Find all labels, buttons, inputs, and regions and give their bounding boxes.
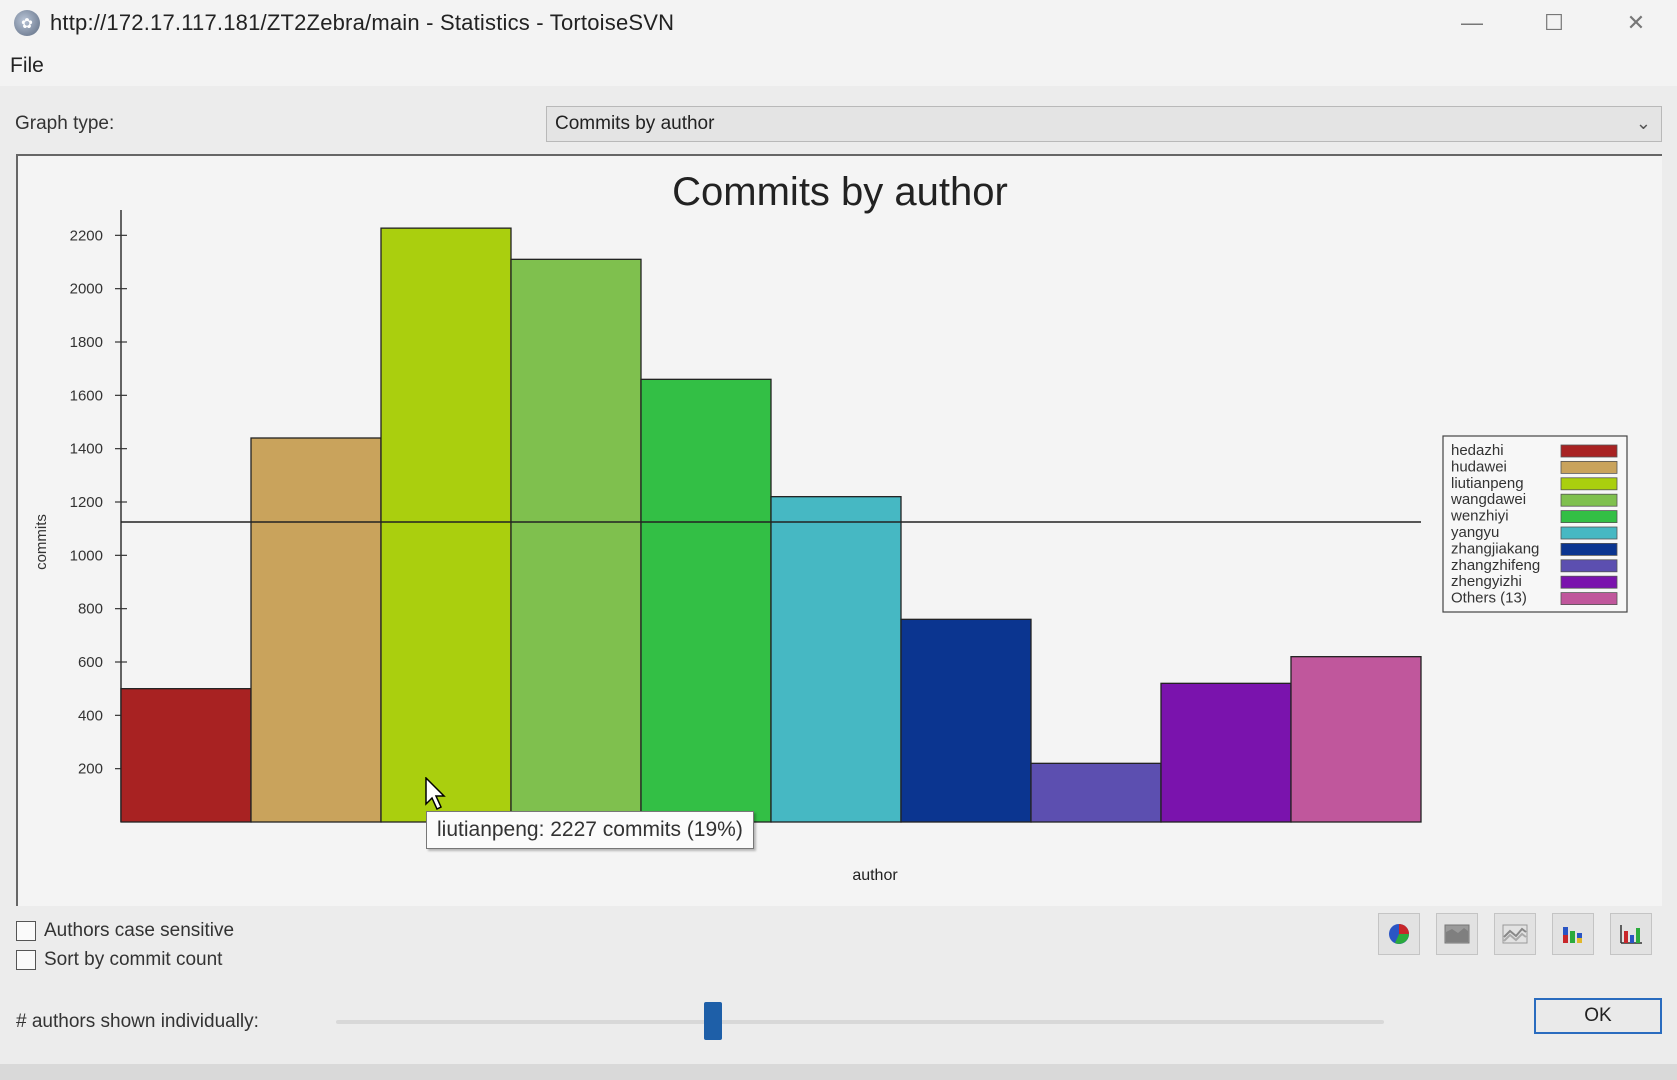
legend-label: zhangjiakang — [1451, 540, 1539, 557]
y-tick-label: 2200 — [70, 227, 103, 244]
y-tick-label: 1800 — [70, 334, 103, 351]
menu-bar: File — [0, 46, 1677, 86]
legend-label: Others (13) — [1451, 590, 1527, 607]
title-bar: ✿ http://172.17.117.181/ZT2Zebra/main - … — [0, 0, 1677, 46]
bar-wenzhiyi — [640, 378, 772, 823]
y-tick-label: 1000 — [70, 547, 103, 564]
legend-swatch — [1560, 592, 1618, 606]
stacked-bar-button[interactable] — [1552, 913, 1594, 955]
legend-swatch — [1560, 477, 1618, 491]
y-tick-label: 400 — [78, 707, 103, 724]
authors-shown-slider-thumb[interactable] — [704, 1002, 723, 1040]
line-chart-icon — [1502, 924, 1528, 944]
area-chart-icon — [1444, 924, 1470, 944]
legend-label: zhangzhifeng — [1451, 557, 1540, 574]
sort-by-commit-count-checkbox[interactable] — [16, 950, 36, 970]
sort-by-commit-count-option[interactable]: Sort by commit count — [16, 949, 222, 971]
window-controls: — ☐ ✕ — [1431, 0, 1677, 46]
authors-shown-label: # authors shown individually: — [16, 1011, 259, 1032]
ok-button[interactable]: OK — [1534, 998, 1662, 1034]
chart-type-buttons — [1378, 913, 1652, 955]
legend-label: wenzhiyi — [1450, 508, 1509, 525]
legend-swatch — [1560, 510, 1618, 524]
y-tick-label: 200 — [78, 761, 103, 778]
legend-label: liutianpeng — [1451, 475, 1524, 492]
authors-case-sensitive-option[interactable]: Authors case sensitive — [16, 920, 234, 942]
commits-bar-chart: Commits by author 200 400 600 800 1000 1200 140… — [33, 170, 1628, 884]
pie-chart-icon — [1389, 924, 1409, 944]
chart-panel: Commits by author 200 400 600 800 1000 1200 140… — [16, 154, 1662, 906]
bar-hedazhi — [120, 688, 252, 823]
menu-file[interactable]: File — [10, 54, 44, 77]
bar-wangdawei — [510, 258, 642, 823]
bar-others-13 — [1290, 656, 1422, 823]
bar-tooltip: liutianpeng: 2227 commits (19%) — [426, 811, 754, 849]
bar-liutianpeng — [380, 227, 512, 823]
legend-swatch — [1560, 559, 1618, 573]
bar-chart-icon — [1620, 925, 1642, 944]
minimize-button[interactable]: — — [1461, 10, 1483, 35]
window-bottom-edge — [0, 1064, 1677, 1080]
bar-hudawei — [250, 437, 382, 823]
graph-type-select[interactable]: Commits by author ⌄ — [546, 106, 1662, 142]
authors-case-sensitive-label: Authors case sensitive — [44, 920, 235, 941]
tortoisesvn-app-icon: ✿ — [14, 10, 40, 36]
authors-case-sensitive-checkbox[interactable] — [16, 921, 36, 941]
legend-label: hudawei — [1451, 458, 1507, 475]
pie-chart-button[interactable] — [1378, 913, 1420, 955]
graph-type-label: Graph type: — [15, 113, 115, 134]
sort-by-commit-count-label: Sort by commit count — [44, 949, 223, 970]
legend-swatch — [1560, 575, 1618, 589]
y-tick-label: 2000 — [70, 281, 103, 298]
window-title: http://172.17.117.181/ZT2Zebra/main - St… — [50, 10, 675, 35]
maximize-button[interactable]: ☐ — [1544, 10, 1564, 35]
legend-swatch — [1560, 526, 1618, 540]
y-tick-label: 1400 — [70, 441, 103, 458]
legend-swatch — [1560, 542, 1618, 556]
stacked-bar-icon — [1563, 927, 1582, 943]
bar-zhangzhifeng — [1030, 762, 1162, 823]
legend-label: wangdawei — [1450, 491, 1526, 508]
area-chart-button[interactable] — [1436, 913, 1478, 955]
y-tick-label: 600 — [78, 654, 103, 671]
legend-label: hedazhi — [1451, 442, 1504, 459]
x-axis-label: author — [852, 867, 898, 884]
legend-swatch — [1560, 460, 1618, 474]
bar-chart-button[interactable] — [1610, 913, 1652, 955]
chart-title: Commits by author — [672, 170, 1008, 214]
graph-type-value: Commits by author — [555, 113, 715, 134]
y-tick-label: 800 — [78, 601, 103, 618]
legend-label: zhengyizhi — [1451, 573, 1522, 590]
y-tick-label: 1200 — [70, 494, 103, 511]
legend-swatch — [1560, 444, 1618, 458]
bar-zhangjiakang — [900, 618, 1032, 823]
bar-yangyu — [770, 496, 902, 823]
legend-label: yangyu — [1451, 524, 1499, 541]
y-tick-label: 1600 — [70, 387, 103, 404]
mouse-cursor-icon — [425, 777, 446, 811]
y-axis-label: commits — [33, 514, 50, 570]
legend-swatch — [1560, 493, 1618, 507]
authors-shown-slider-track[interactable] — [336, 1020, 1384, 1024]
chevron-down-icon: ⌄ — [1635, 113, 1651, 133]
bar-zhengyizhi — [1160, 682, 1292, 823]
close-button[interactable]: ✕ — [1626, 10, 1646, 35]
line-chart-button[interactable] — [1494, 913, 1536, 955]
